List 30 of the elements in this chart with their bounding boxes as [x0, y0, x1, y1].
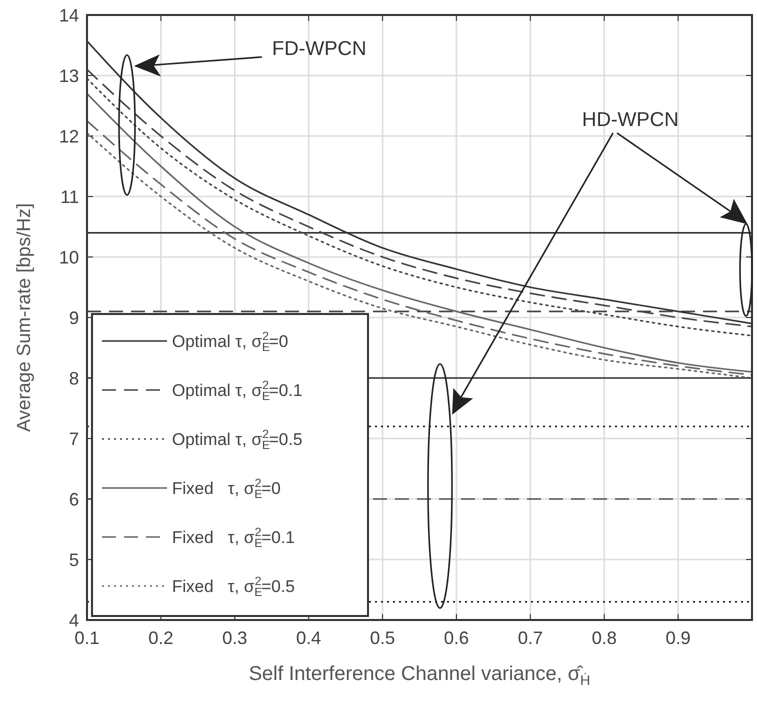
- x-tick-label: 0.8: [592, 628, 617, 648]
- x-tick-label: 0.3: [222, 628, 248, 648]
- y-tick-label: 10: [58, 247, 79, 268]
- legend-label: Optimal τ, σ$_{E}$$^{2}$=0: [172, 329, 288, 354]
- y-axis-title: Average Sum-rate [bps/Hz]: [14, 203, 35, 432]
- y-tick-label: 14: [58, 5, 79, 26]
- x-tick-label: 0.9: [666, 628, 691, 648]
- y-tick-label: 12: [58, 126, 79, 146]
- x-tick-label: 0.7: [518, 628, 543, 648]
- y-tick-label: 7: [68, 428, 79, 449]
- x-axis-title: Self Interference Channel variance, σ̂$_{Ḣ}$: [248, 663, 590, 688]
- y-tick-label: 4: [68, 610, 79, 630]
- legend-label: Fixed τ, σ$_{E}$$^{2}$=0.5: [172, 574, 295, 600]
- y-tick-label: 6: [68, 489, 79, 510]
- y-tick-label: 9: [68, 308, 79, 328]
- y-tick-label: 11: [60, 186, 79, 207]
- x-tick-label: 0.2: [148, 628, 174, 648]
- y-tick-label: 8: [68, 368, 79, 388]
- x-tick-label: 0.5: [370, 628, 396, 648]
- legend-label: Optimal τ, σ$_{E}$$^{2}$=0.5: [172, 427, 302, 452]
- annotation: FD-WPCN: [272, 38, 366, 60]
- x-tick-label: 0.4: [296, 628, 322, 648]
- legend-label: Fixed τ, σ$_{E}$$^{2}$=0.1: [172, 525, 295, 550]
- x-tick-label: 0.1: [74, 628, 100, 648]
- x-tick-label: 0.6: [444, 628, 469, 648]
- annotation: HD-WPCN: [582, 109, 679, 131]
- y-tick-label: 5: [68, 550, 79, 570]
- y-tick-label: 13: [58, 66, 79, 86]
- legend-label: Optimal τ, σ$_{E}$$^{2}$=0.1: [172, 378, 302, 404]
- legend-label: Fixed τ, σ$_{E}$$^{2}$=0: [172, 476, 281, 502]
